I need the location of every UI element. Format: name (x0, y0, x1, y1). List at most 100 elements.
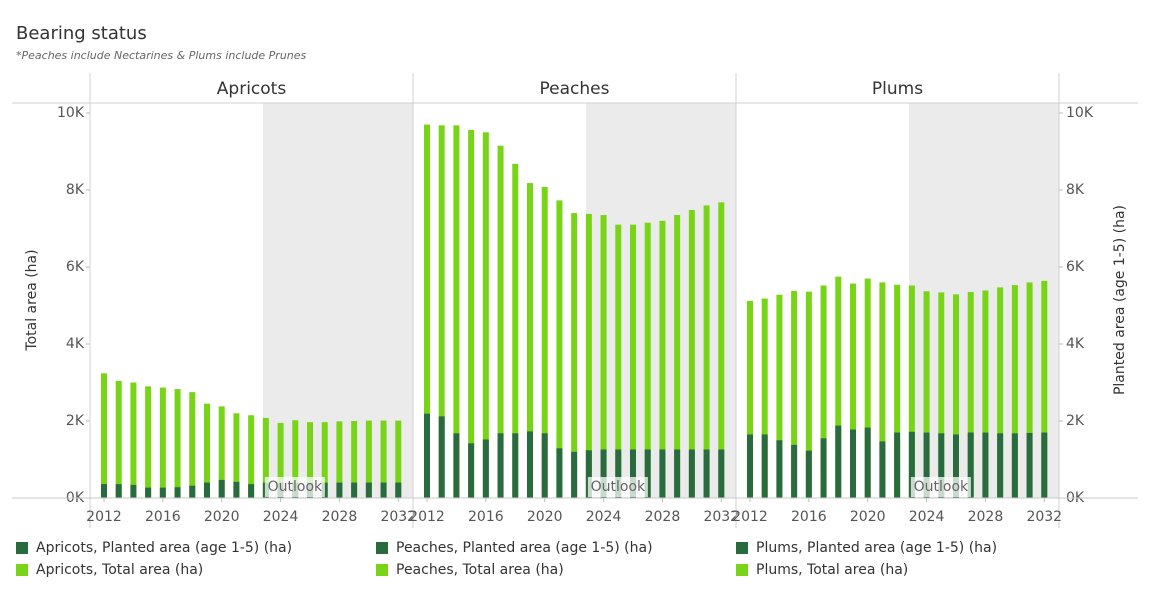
bar (100, 484, 107, 498)
outlook-label: Outlook (914, 479, 969, 495)
outlook-label-bg (264, 477, 325, 497)
bar (541, 433, 548, 498)
bar (174, 487, 181, 498)
bar (820, 285, 827, 498)
bar (145, 487, 152, 498)
bar (526, 431, 533, 498)
bar (629, 449, 636, 498)
x-tick-label: 2020 (204, 509, 240, 525)
bar (849, 429, 856, 498)
bar (879, 282, 886, 498)
bar (233, 481, 240, 498)
bar (997, 287, 1004, 498)
bar (218, 406, 225, 498)
x-tick-label: 2032 (380, 509, 416, 525)
bar (805, 291, 812, 498)
bar (835, 425, 842, 498)
bar (468, 443, 475, 498)
x-tick-label: 2032 (1026, 509, 1062, 525)
legend-label: Plums, Total area (ha) (756, 562, 908, 578)
bar (453, 125, 460, 498)
bar (967, 432, 974, 498)
bar (203, 403, 210, 498)
bar (688, 210, 695, 499)
bar (336, 421, 343, 498)
x-tick-label: 2016 (145, 509, 181, 525)
bar (541, 186, 548, 499)
bar (938, 292, 945, 498)
bar (923, 432, 930, 498)
panel-title: Peaches (540, 79, 610, 99)
x-tick-label: 2012 (86, 509, 122, 525)
bar (468, 129, 475, 498)
bar (395, 482, 402, 498)
bar (585, 213, 592, 498)
bar (791, 444, 798, 498)
bar (938, 433, 945, 498)
bar (277, 422, 284, 498)
bar (644, 449, 651, 498)
bar (351, 482, 358, 498)
panel-title: Apricots (217, 79, 287, 99)
bar (849, 283, 856, 498)
bar (159, 487, 166, 498)
bar (115, 484, 122, 498)
bar (248, 484, 255, 498)
bar (248, 415, 255, 498)
bar (997, 433, 1004, 498)
bar (908, 431, 915, 498)
x-tick-label: 2024 (263, 509, 299, 525)
bar (908, 285, 915, 498)
bar (982, 432, 989, 498)
bar (1041, 280, 1048, 498)
panel-title: Plums (872, 79, 923, 99)
bar (262, 417, 269, 498)
bar (512, 163, 519, 498)
legend-swatch (376, 564, 388, 576)
y-axis-title: Total area (ha) (24, 249, 40, 351)
subtitle: *Peaches include Nectarines & Plums incl… (16, 49, 307, 62)
bar (820, 438, 827, 498)
bar (952, 434, 959, 498)
bar (482, 439, 489, 498)
bar (776, 294, 783, 498)
bar (967, 292, 974, 498)
bar (746, 434, 753, 498)
bar (776, 440, 783, 498)
bar (365, 420, 372, 498)
bar (100, 373, 107, 498)
bar (438, 416, 445, 498)
bar (497, 433, 504, 498)
bar (336, 482, 343, 498)
bar (894, 432, 901, 498)
bar (835, 276, 842, 498)
bar (306, 422, 313, 498)
y2-tick-label: 2K (1066, 413, 1085, 429)
bar (365, 482, 372, 498)
x-tick-label: 2016 (468, 509, 504, 525)
bar (556, 200, 563, 498)
bar (218, 479, 225, 498)
x-tick-label: 2020 (527, 509, 563, 525)
bar (159, 387, 166, 498)
y-tick-label: 2K (66, 413, 85, 429)
bar (438, 125, 445, 498)
bar (203, 482, 210, 498)
legend-label: Plums, Planted area (age 1-5) (ha) (756, 540, 997, 556)
bar (703, 449, 710, 498)
bar (497, 145, 504, 498)
y-tick-label: 4K (66, 336, 85, 352)
bar (189, 392, 196, 498)
y2-tick-label: 10K (1066, 105, 1094, 121)
legend-label: Peaches, Planted area (age 1-5) (ha) (396, 540, 653, 556)
bar (615, 449, 622, 498)
y-tick-label: 10K (57, 105, 85, 121)
bar (189, 485, 196, 498)
x-tick-label: 2024 (586, 509, 622, 525)
legend-label: Peaches, Total area (ha) (396, 562, 564, 578)
bar (718, 202, 725, 498)
bar (718, 449, 725, 498)
outlook-label-bg (910, 477, 971, 497)
x-tick-label: 2028 (645, 509, 681, 525)
